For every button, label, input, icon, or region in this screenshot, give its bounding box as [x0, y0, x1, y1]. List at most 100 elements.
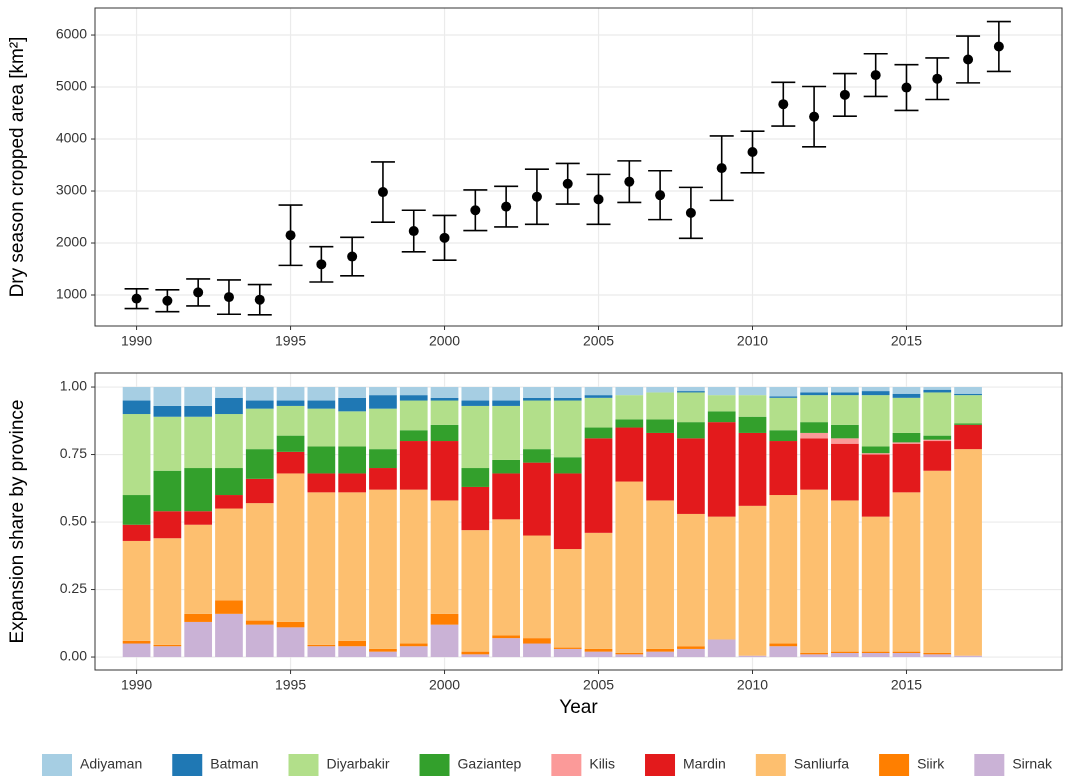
bar-segment	[646, 392, 674, 420]
legend-swatch	[645, 754, 676, 776]
point	[870, 70, 881, 81]
bar-segment	[122, 540, 151, 641]
bar-segment	[276, 435, 305, 452]
y-tick-label: 3000	[56, 182, 87, 198]
bar-segment	[399, 430, 428, 442]
bar-segment	[584, 395, 613, 398]
bar-segment	[276, 451, 305, 474]
bar-segment	[153, 511, 182, 539]
bar-segment	[861, 516, 890, 652]
point	[655, 190, 666, 201]
bar-segment	[892, 651, 921, 653]
legend-label: Diyarbakir	[327, 756, 390, 772]
bar-segment	[769, 441, 798, 496]
bar-segment	[184, 621, 213, 658]
bar-segment	[430, 624, 459, 658]
bar-segment	[861, 395, 890, 447]
bar-segment	[923, 654, 952, 658]
y-tick-label: 4000	[56, 130, 87, 146]
bar-segment	[245, 387, 274, 401]
bar-segment	[399, 441, 428, 490]
point	[316, 259, 327, 270]
bar-segment	[677, 392, 705, 423]
legend-label: Gaziantep	[458, 756, 522, 772]
legend-swatch	[879, 754, 910, 776]
point	[285, 230, 296, 241]
bar-segment	[461, 651, 490, 655]
bar-segment	[923, 439, 952, 442]
point	[377, 187, 388, 198]
bar-segment	[153, 416, 182, 471]
bar-segment	[800, 489, 828, 653]
legend-swatch	[551, 754, 582, 776]
bar-segment	[430, 397, 459, 401]
bar-segment	[707, 395, 736, 412]
bar-segment	[461, 468, 490, 487]
bar-segment	[615, 427, 644, 482]
bar-segment	[399, 400, 428, 431]
bar-segment	[369, 449, 397, 469]
bar-segment	[769, 387, 798, 397]
bar-segment	[523, 397, 551, 401]
legend-swatch	[41, 754, 72, 776]
bar-segment	[369, 408, 397, 450]
bar-segment	[215, 600, 243, 614]
panel-border	[94, 7, 1063, 327]
bar-segment	[523, 387, 551, 398]
bar-segment	[430, 613, 459, 625]
point	[839, 89, 850, 100]
y-tick-label: 0.00	[60, 648, 87, 664]
bar-segment	[307, 400, 336, 409]
legend-label: Adiyaman	[80, 756, 142, 772]
bar-segment	[523, 638, 551, 644]
bar-segment	[122, 640, 151, 644]
point	[347, 251, 358, 262]
bar-segment	[153, 387, 182, 406]
bar-segment	[430, 387, 459, 398]
point	[624, 176, 635, 187]
bar-segment	[646, 387, 674, 393]
legend-swatch	[755, 754, 786, 776]
bar-segment	[831, 652, 859, 658]
legend-label: Batman	[210, 756, 258, 772]
bar-segment	[892, 432, 921, 443]
bar-segment	[800, 422, 828, 433]
bar-segment	[122, 524, 151, 541]
y-tick-label: 0.50	[60, 513, 87, 529]
bar-segment	[615, 419, 644, 428]
bar-segment	[923, 389, 952, 393]
bar-segment	[492, 387, 520, 401]
bar-segment	[861, 652, 890, 658]
bar-segment	[430, 441, 459, 501]
bar-segment	[245, 400, 274, 409]
bar-segment	[153, 538, 182, 645]
bar-segment	[276, 627, 305, 658]
bar-segment	[215, 613, 243, 658]
bar-segment	[584, 532, 613, 649]
legend-label: Sirnak	[1012, 756, 1053, 772]
bar-segment	[338, 473, 367, 493]
y-tick-label: 2000	[56, 234, 87, 250]
bar-segment	[646, 500, 674, 649]
bar-segment	[215, 468, 243, 496]
bar-segment	[461, 387, 490, 401]
x-tick-label: 2015	[891, 333, 922, 349]
bar-segment	[553, 457, 582, 474]
bar-segment	[338, 640, 367, 647]
bar-segment	[615, 652, 644, 655]
bar-segment	[492, 519, 520, 636]
bar-segment	[677, 438, 705, 514]
bar-segment	[646, 648, 674, 652]
y-axis-title: Expansion share by province	[7, 400, 28, 644]
bar-segment	[861, 446, 890, 454]
x-tick-label: 2015	[891, 677, 922, 693]
x-tick-label: 1995	[275, 677, 306, 693]
bar-segment	[615, 387, 644, 396]
bar-segment	[553, 397, 582, 401]
point	[439, 232, 450, 243]
bar-segment	[399, 395, 428, 401]
bar-segment	[553, 473, 582, 550]
bar-segment	[584, 427, 613, 439]
bar-segment	[184, 387, 213, 406]
